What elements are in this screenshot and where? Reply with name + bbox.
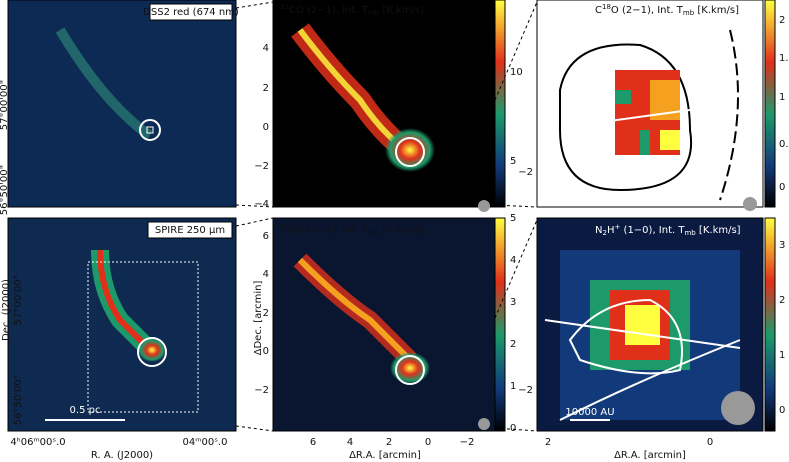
y-tick: 57°00'00" (0, 80, 10, 131)
panel-dss2: DSS2 red (674 nm) (7, 0, 239, 208)
scale-bar-label: 10000 AU (565, 407, 614, 418)
zoom-lines (235, 1, 538, 432)
panel-label: C18O (2−1), Int. Tmb [K.km/s] (595, 3, 739, 17)
y-tick: 4 (263, 43, 269, 54)
x-tick: 6 (310, 437, 316, 448)
colorbar-tick: 2 (779, 295, 785, 306)
y-tick: 56°50'00" (0, 165, 10, 216)
x-axis-label: ΔR.A. [arcmin] (349, 450, 421, 461)
colorbar-tick: 0.5 (779, 139, 789, 150)
y-axis-label: Dec. (J2000) (1, 279, 12, 341)
y-tick: 57°00'00" (13, 275, 24, 326)
panel-n2h: 10000 AU N2H+ (1−0), Int. Tmb [K.km/s] 3… (518, 217, 785, 461)
y-tick: −2 (254, 161, 269, 172)
colorbar-tick: 2 (779, 15, 785, 26)
x-axis-label: ΔR.A. [arcmin] (614, 450, 686, 461)
y-tick: 2 (263, 83, 269, 94)
x-tick: 4ʰ06ᵐ00ˢ.0 (10, 437, 65, 448)
y-tick: −4 (254, 199, 269, 210)
colorbar-tick: 1 (510, 381, 516, 392)
colorbar-tick: 5 (510, 213, 516, 224)
colorbar-tick: 4 (510, 255, 516, 266)
left-axis: Dec. (J2000) 57°00'00" 56°50'00" 57°00'0… (0, 80, 227, 461)
colorbar-tick: 0 (779, 182, 785, 193)
x-tick: 0 (707, 437, 713, 448)
y-tick: 0 (263, 346, 269, 357)
colorbar-tick: 0 (779, 405, 785, 416)
panel-13co: 13CO (2−1), Int. Tmb [K.km/s] 5 4 3 2 1 … (272, 213, 516, 434)
colorbar-tick: 3 (510, 297, 516, 308)
colorbar-tick: 2 (510, 339, 516, 350)
panel-spire: 0.5 pc SPIRE 250 μm (7, 217, 237, 432)
panel-c18o: C18O (2−1), Int. Tmb [K.km/s] 2 1.5 1 0.… (518, 0, 789, 211)
y-tick: 4 (263, 269, 269, 280)
y-tick: 6 (263, 231, 269, 242)
panel-label: 12CO (2−1), Int. Tmb [K.km/s] (280, 3, 424, 17)
y-axis-label: ΔDec. [arcmin] (253, 281, 264, 356)
x-tick: 2 (386, 437, 392, 448)
y-tick: −2 (254, 385, 269, 396)
y-tick: −2 (518, 385, 533, 396)
panel-label: DSS2 red (674 nm) (143, 7, 239, 18)
y-tick: 56°50'00" (13, 375, 24, 426)
colorbar-tick: 1 (779, 350, 785, 361)
colorbar-tick: 10 (510, 67, 523, 78)
x-tick: 04ᵐ00ˢ.0 (183, 437, 228, 448)
scale-bar-label: 0.5 pc (70, 405, 101, 416)
x-axis-label: R. A. (J2000) (91, 450, 153, 461)
panel-12co: 12CO (2−1), Int. Tmb [K.km/s] 10 5 (272, 0, 523, 212)
colorbar-tick: 5 (510, 156, 516, 167)
x-tick: −2 (460, 437, 475, 448)
panel-label: SPIRE 250 μm (155, 225, 225, 236)
panel-label: 13CO (2−1), Int. Tmb [K.km/s] (280, 223, 424, 237)
y-tick: 0 (263, 122, 269, 133)
y-tick: 2 (263, 308, 269, 319)
y-tick: −2 (518, 167, 533, 178)
colorbar-tick: 0 (510, 423, 516, 434)
panel-label: N2H+ (1−0), Int. Tmb [K.km/s] (595, 223, 741, 237)
colorbar-tick: 3 (779, 240, 785, 251)
middle-axis: ΔDec. [arcmin] 4 2 0 −2 −4 6 4 2 0 −2 6 … (253, 43, 474, 461)
x-tick: 2 (545, 437, 551, 448)
colorbar-tick: 1.5 (779, 53, 789, 64)
colorbar-tick: 1 (779, 92, 785, 103)
x-tick: 0 (425, 437, 431, 448)
x-tick: 4 (347, 437, 353, 448)
